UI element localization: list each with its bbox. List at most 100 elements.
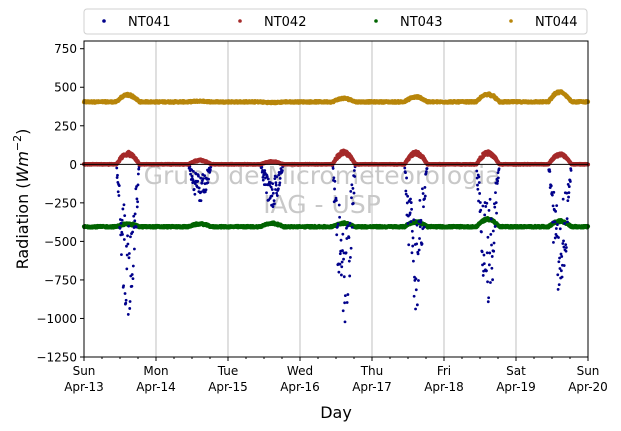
data-point-nt041 xyxy=(340,273,343,277)
data-point-nt041 xyxy=(564,243,568,246)
data-point-nt041 xyxy=(488,251,492,255)
data-point-nt041 xyxy=(193,182,197,186)
data-point-nt041 xyxy=(418,198,422,202)
data-point-nt041 xyxy=(418,237,421,240)
data-point-nt041 xyxy=(131,264,135,268)
data-point-nt041 xyxy=(554,209,557,213)
data-point-nt041 xyxy=(134,225,138,229)
data-point-nt041 xyxy=(137,167,141,171)
data-point-nt041 xyxy=(404,192,408,196)
data-point-nt041 xyxy=(423,186,427,189)
data-point-nt041 xyxy=(562,239,565,243)
data-point-nt041 xyxy=(555,204,559,208)
data-point-nt041 xyxy=(199,176,203,180)
data-point-nt041 xyxy=(351,187,355,190)
data-point-nt041 xyxy=(115,166,119,170)
data-point-nt041 xyxy=(409,220,413,224)
data-point-nt041 xyxy=(200,181,204,185)
data-point-nt041 xyxy=(271,182,275,186)
data-point-nt041 xyxy=(412,259,415,263)
data-point-nt041 xyxy=(117,194,121,197)
data-point-nt041 xyxy=(417,248,421,252)
data-point-nt041 xyxy=(476,183,479,187)
data-point-nt041 xyxy=(416,252,420,256)
data-point-nt041 xyxy=(410,229,414,233)
data-point-nt041 xyxy=(335,233,339,237)
data-point-nt041 xyxy=(261,176,265,179)
data-point-nt041 xyxy=(120,253,123,257)
data-point-nt041 xyxy=(564,249,568,253)
data-point-nt041 xyxy=(120,230,124,234)
data-point-nt041 xyxy=(279,167,283,171)
data-point-nt041 xyxy=(136,200,140,204)
data-point-nt041 xyxy=(337,270,341,274)
data-point-nt041 xyxy=(332,176,336,180)
grid-lines xyxy=(155,41,517,357)
data-point-nt041 xyxy=(409,201,413,204)
data-point-nt041 xyxy=(562,245,566,249)
data-point-nt041 xyxy=(339,238,343,242)
data-point-nt041 xyxy=(123,292,127,295)
data-point-nt041 xyxy=(567,191,571,195)
data-point-nt041 xyxy=(338,252,342,256)
data-point-nt041 xyxy=(342,257,345,261)
data-point-nt041 xyxy=(125,267,129,271)
data-point-nt041 xyxy=(338,215,341,219)
data-point-nt041 xyxy=(408,211,412,215)
data-point-nt041 xyxy=(132,214,136,218)
data-point-nt041 xyxy=(278,177,282,180)
data-point-nt041 xyxy=(494,201,498,205)
data-point-nt041 xyxy=(565,217,569,221)
data-point-nt041 xyxy=(558,256,561,260)
data-point-nt041 xyxy=(556,273,560,277)
data-point-nt041 xyxy=(261,168,264,172)
data-point-nt041 xyxy=(492,241,496,245)
data-point-nt041 xyxy=(490,243,493,247)
data-point-nt041 xyxy=(123,214,127,218)
data-point-nt041 xyxy=(491,278,494,282)
data-point-nt041 xyxy=(349,189,353,193)
data-point-nt041 xyxy=(192,188,196,191)
data-point-nt041 xyxy=(121,233,124,236)
data-point-nt041 xyxy=(116,190,120,194)
data-point-nt041 xyxy=(352,191,356,195)
data-point-nt041 xyxy=(411,244,415,248)
data-point-nt041 xyxy=(203,174,207,178)
data-point-nt041 xyxy=(558,267,562,270)
data-point-nt041 xyxy=(268,183,272,187)
data-point-nt041 xyxy=(559,252,563,256)
data-point-nt041 xyxy=(125,253,129,257)
data-point-nt041 xyxy=(201,177,205,181)
data-point-nt041 xyxy=(552,190,556,194)
data-point-nt041 xyxy=(270,194,274,198)
data-point-nt041 xyxy=(192,169,195,173)
data-point-nt041 xyxy=(135,205,139,209)
data-point-nt041 xyxy=(496,176,500,180)
data-point-nt041 xyxy=(477,175,481,179)
data-point-nt041 xyxy=(341,232,345,236)
data-point-nt041 xyxy=(278,181,282,185)
data-point-nt041 xyxy=(351,202,355,205)
data-point-nt041 xyxy=(119,221,123,225)
data-point-nt041 xyxy=(343,301,347,305)
data-point-nt041 xyxy=(120,218,124,222)
data-point-nt041 xyxy=(407,243,411,247)
data-point-nt041 xyxy=(563,222,566,225)
data-point-nt041 xyxy=(569,168,573,172)
data-point-nt041 xyxy=(417,279,420,282)
data-point-nt041 xyxy=(280,169,284,173)
data-point-nt041 xyxy=(349,246,353,250)
data-point-nt041 xyxy=(421,187,424,191)
data-point-nt041 xyxy=(136,183,140,187)
data-point-nt041 xyxy=(346,293,350,296)
data-point-nt041 xyxy=(495,211,498,215)
data-point-nt041 xyxy=(343,320,347,324)
data-point-nt041 xyxy=(266,177,270,181)
data-point-nt041 xyxy=(420,242,424,246)
data-point-nt041 xyxy=(118,226,122,230)
data-point-nt041 xyxy=(331,167,335,170)
data-point-nt041 xyxy=(334,196,338,200)
data-point-nt041 xyxy=(485,251,489,255)
data-point-nt041 xyxy=(487,296,491,300)
data-point-nt041 xyxy=(193,192,197,196)
